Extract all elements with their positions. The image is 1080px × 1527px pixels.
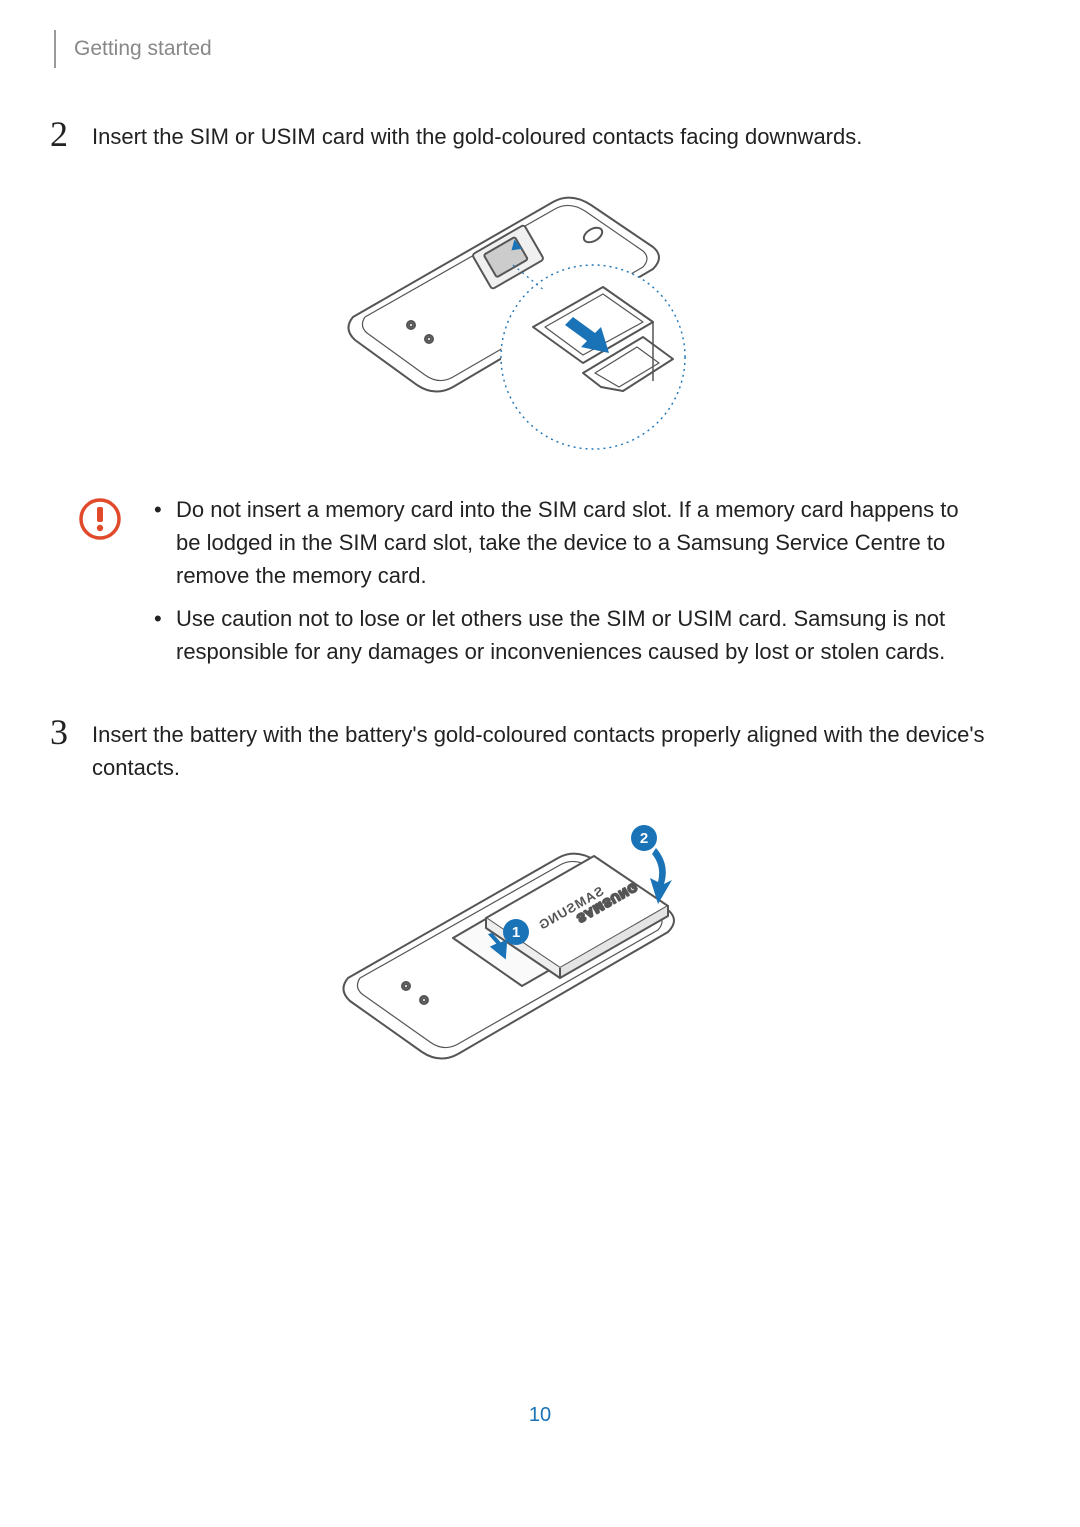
step-2: 2 Insert the SIM or USIM card with the g… (50, 116, 1005, 153)
document-page: Getting started 2 Insert the SIM or USIM… (0, 0, 1080, 1068)
svg-text:2: 2 (639, 830, 647, 847)
caution-item: Do not insert a memory card into the SIM… (150, 493, 965, 592)
step-number: 2 (50, 116, 92, 152)
step-text: Insert the battery with the battery's go… (92, 714, 1005, 784)
sim-insertion-illustration (50, 177, 1005, 457)
battery-diagram-svg: SAMSUNG SAMSUNG 1 2 (308, 808, 748, 1068)
page-number: 10 (0, 1404, 1080, 1427)
step-3: 3 Insert the battery with the battery's … (50, 714, 1005, 784)
caution-item: Use caution not to lose or let others us… (150, 602, 965, 668)
section-title: Getting started (74, 37, 212, 61)
section-header-rule: Getting started (54, 30, 1005, 68)
step-number: 3 (50, 714, 92, 750)
badge-2: 2 (631, 825, 657, 851)
battery-insertion-illustration: SAMSUNG SAMSUNG 1 2 (50, 808, 1005, 1068)
caution-icon (78, 497, 122, 546)
sim-diagram-svg (313, 177, 743, 457)
caution-list: Do not insert a memory card into the SIM… (150, 493, 965, 678)
caution-block: Do not insert a memory card into the SIM… (78, 493, 1005, 678)
svg-text:1: 1 (511, 924, 519, 941)
step-text: Insert the SIM or USIM card with the gol… (92, 116, 862, 153)
